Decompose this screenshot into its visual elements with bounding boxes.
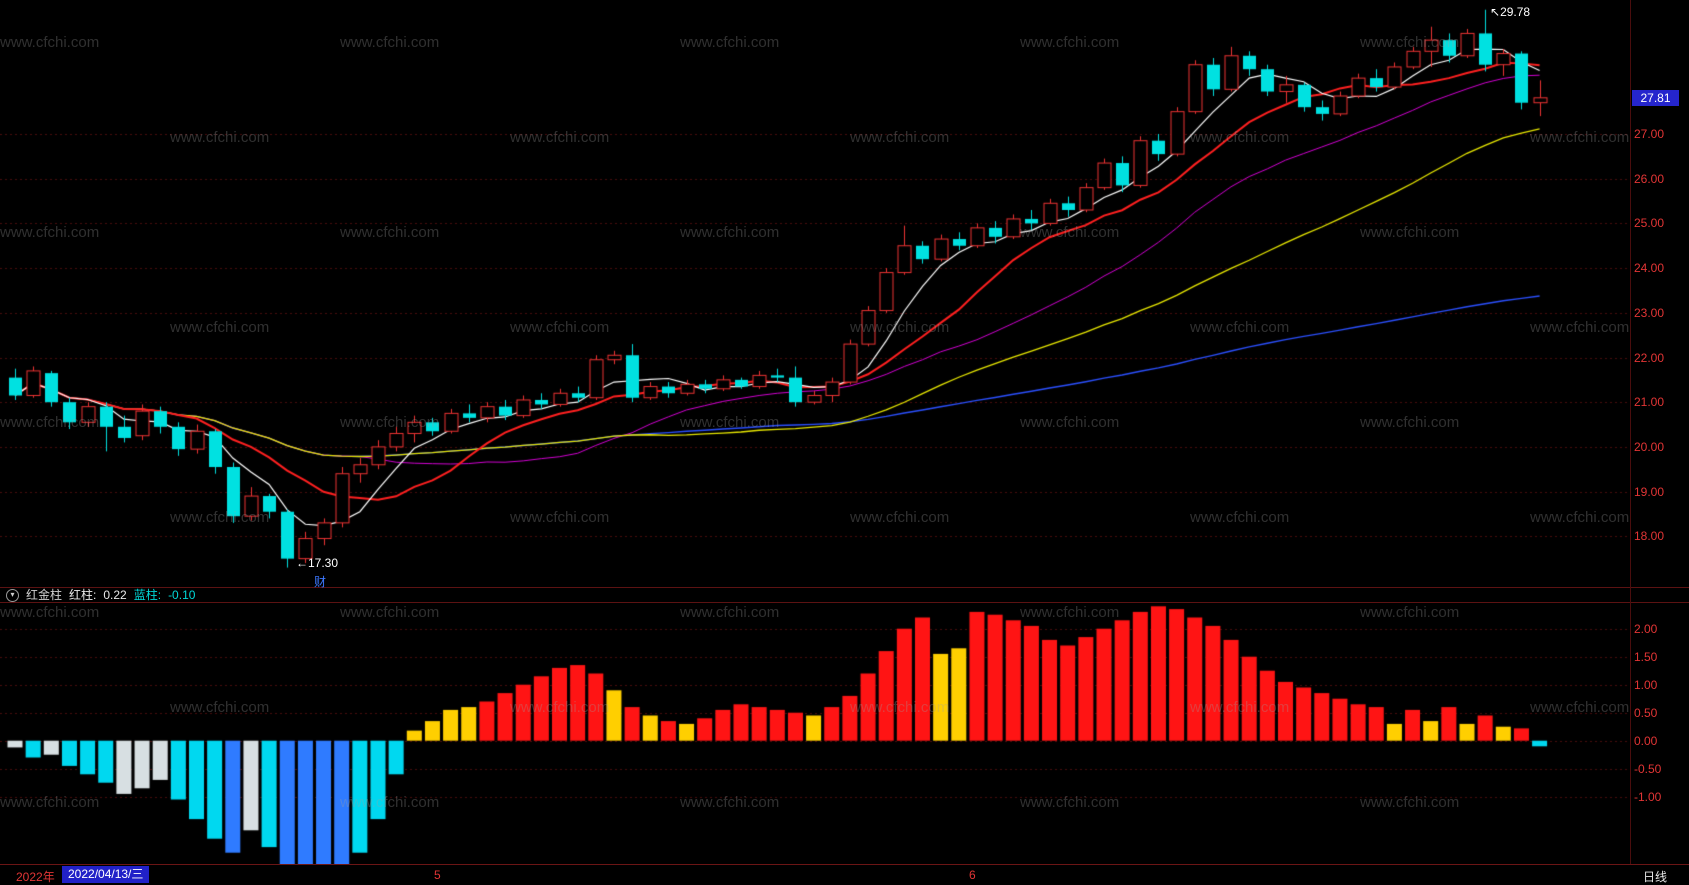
high-annotation: ↖29.78 (1490, 5, 1530, 19)
price-axis-label: 26.00 (1634, 171, 1665, 186)
price-axis-label: 24.00 (1634, 261, 1665, 276)
year-label: 2022年 (16, 870, 55, 884)
price-axis-label: 19.00 (1634, 484, 1665, 499)
price-axis-label: 23.00 (1634, 305, 1665, 320)
price-axis-label: 25.00 (1634, 216, 1665, 231)
last-price-tag: 27.81 (1632, 90, 1679, 106)
indicator-axis-label: 0.50 (1634, 705, 1658, 720)
high-arrow-icon: ↖ (1490, 5, 1501, 19)
high-annotation-value: 29.78 (1500, 5, 1531, 19)
price-axis-label: 21.00 (1634, 395, 1665, 410)
histogram-canvas[interactable] (0, 604, 1630, 864)
indicator-axis-label: -0.50 (1634, 761, 1662, 776)
indicator-axis-label: 1.50 (1634, 649, 1658, 664)
blue-bar-readout-label: 蓝柱: (133, 588, 162, 602)
indicator-collapse-icon[interactable]: ▾ (6, 588, 19, 602)
price-axis-label: 18.00 (1634, 529, 1665, 544)
red-bar-readout-label: 红柱: (69, 588, 97, 602)
timeline-month-label: 5 (434, 868, 441, 882)
event-marker[interactable]: 财 (314, 575, 327, 589)
red-bar-readout-value: 0.22 (103, 588, 127, 602)
main-chart-pane: ↖29.78 ←17.30 财 27.81 (0, 0, 1679, 589)
indicator-pane (0, 604, 1689, 864)
low-annotation-value: 17.30 (308, 556, 339, 570)
indicator-axis-label: 1.00 (1634, 677, 1658, 692)
timeline-month-label: 6 (969, 868, 976, 882)
selected-date-chip: 2022/04/13/三 (62, 866, 150, 883)
timeline-bar: 2022年 2022/04/13/三 日线 5 6 (0, 864, 1689, 885)
indicator-axis-label: -1.00 (1634, 789, 1662, 804)
indicator-header-bar: ▾ 红金柱 红柱: 0.22 蓝柱: -0.10 (0, 587, 1689, 603)
period-label[interactable]: 日线 (1642, 870, 1667, 884)
candlestick-chart-canvas[interactable] (0, 0, 1630, 587)
indicator-axis-label: 2.00 (1634, 621, 1658, 636)
price-axis-label: 27.00 (1634, 127, 1665, 141)
axis-separator-line (1630, 0, 1631, 864)
indicator-axis-label: 0.00 (1634, 733, 1658, 748)
price-axis-label: 22.00 (1634, 350, 1665, 365)
low-annotation: ←17.30 (296, 556, 338, 570)
blue-bar-readout-value: -0.10 (168, 588, 196, 602)
indicator-name[interactable]: 红金柱 (26, 588, 63, 602)
low-arrow-icon: ← (296, 556, 308, 570)
price-axis-label: 20.00 (1634, 439, 1665, 454)
